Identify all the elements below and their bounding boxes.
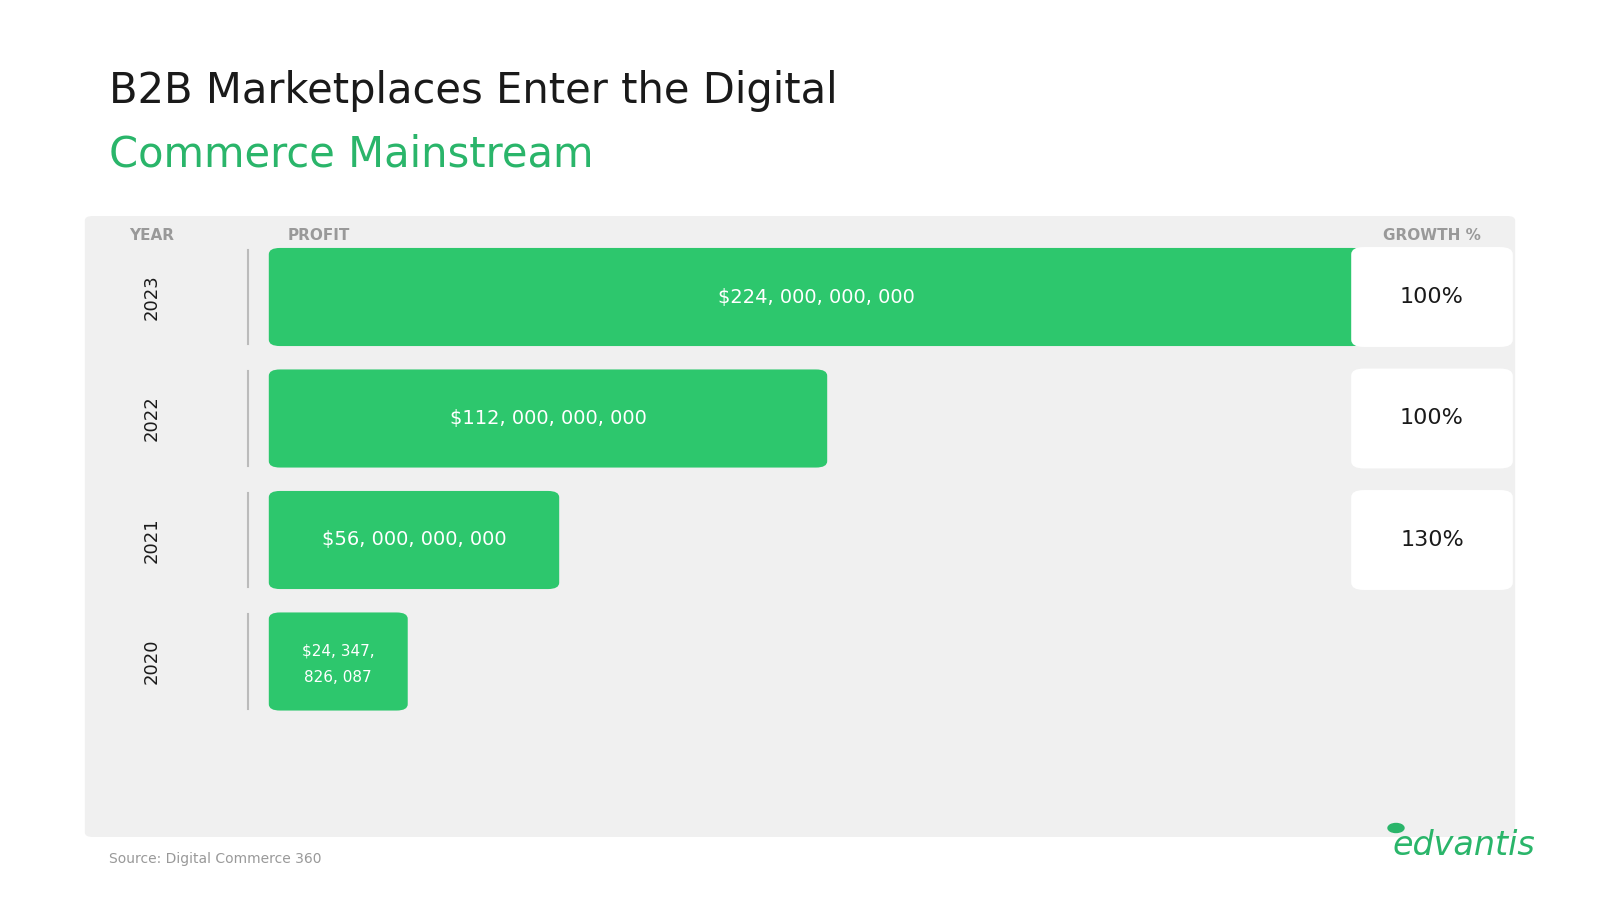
Text: Commerce Mainstream: Commerce Mainstream [109,133,594,176]
Text: $224, 000, 000, 000: $224, 000, 000, 000 [717,287,915,307]
Text: 2021: 2021 [142,518,162,562]
Text: 2022: 2022 [142,396,162,441]
Text: $24, 347,: $24, 347, [302,644,374,658]
Text: YEAR: YEAR [130,228,174,243]
Text: $56, 000, 000, 000: $56, 000, 000, 000 [322,530,506,550]
Text: edvantis: edvantis [1392,829,1534,862]
Text: GROWTH %: GROWTH % [1382,228,1482,243]
Text: Source: Digital Commerce 360: Source: Digital Commerce 360 [109,851,322,866]
Text: PROFIT: PROFIT [288,228,350,243]
Text: 100%: 100% [1400,287,1464,307]
Text: 130%: 130% [1400,530,1464,550]
Text: 2023: 2023 [142,274,162,320]
Text: 100%: 100% [1400,409,1464,428]
Text: 826, 087: 826, 087 [304,670,373,685]
Text: 2020: 2020 [142,639,162,684]
Text: B2B Marketplaces Enter the Digital: B2B Marketplaces Enter the Digital [109,70,837,112]
Text: $112, 000, 000, 000: $112, 000, 000, 000 [450,409,646,428]
